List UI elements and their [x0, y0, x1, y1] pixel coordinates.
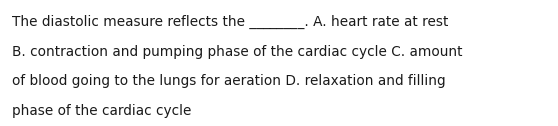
Text: of blood going to the lungs for aeration D. relaxation and filling: of blood going to the lungs for aeration… [12, 74, 446, 88]
Text: The diastolic measure reflects the ________. A. heart rate at rest: The diastolic measure reflects the _____… [12, 15, 449, 29]
Text: B. contraction and pumping phase of the cardiac cycle C. amount: B. contraction and pumping phase of the … [12, 45, 463, 59]
Text: phase of the cardiac cycle: phase of the cardiac cycle [12, 104, 191, 118]
